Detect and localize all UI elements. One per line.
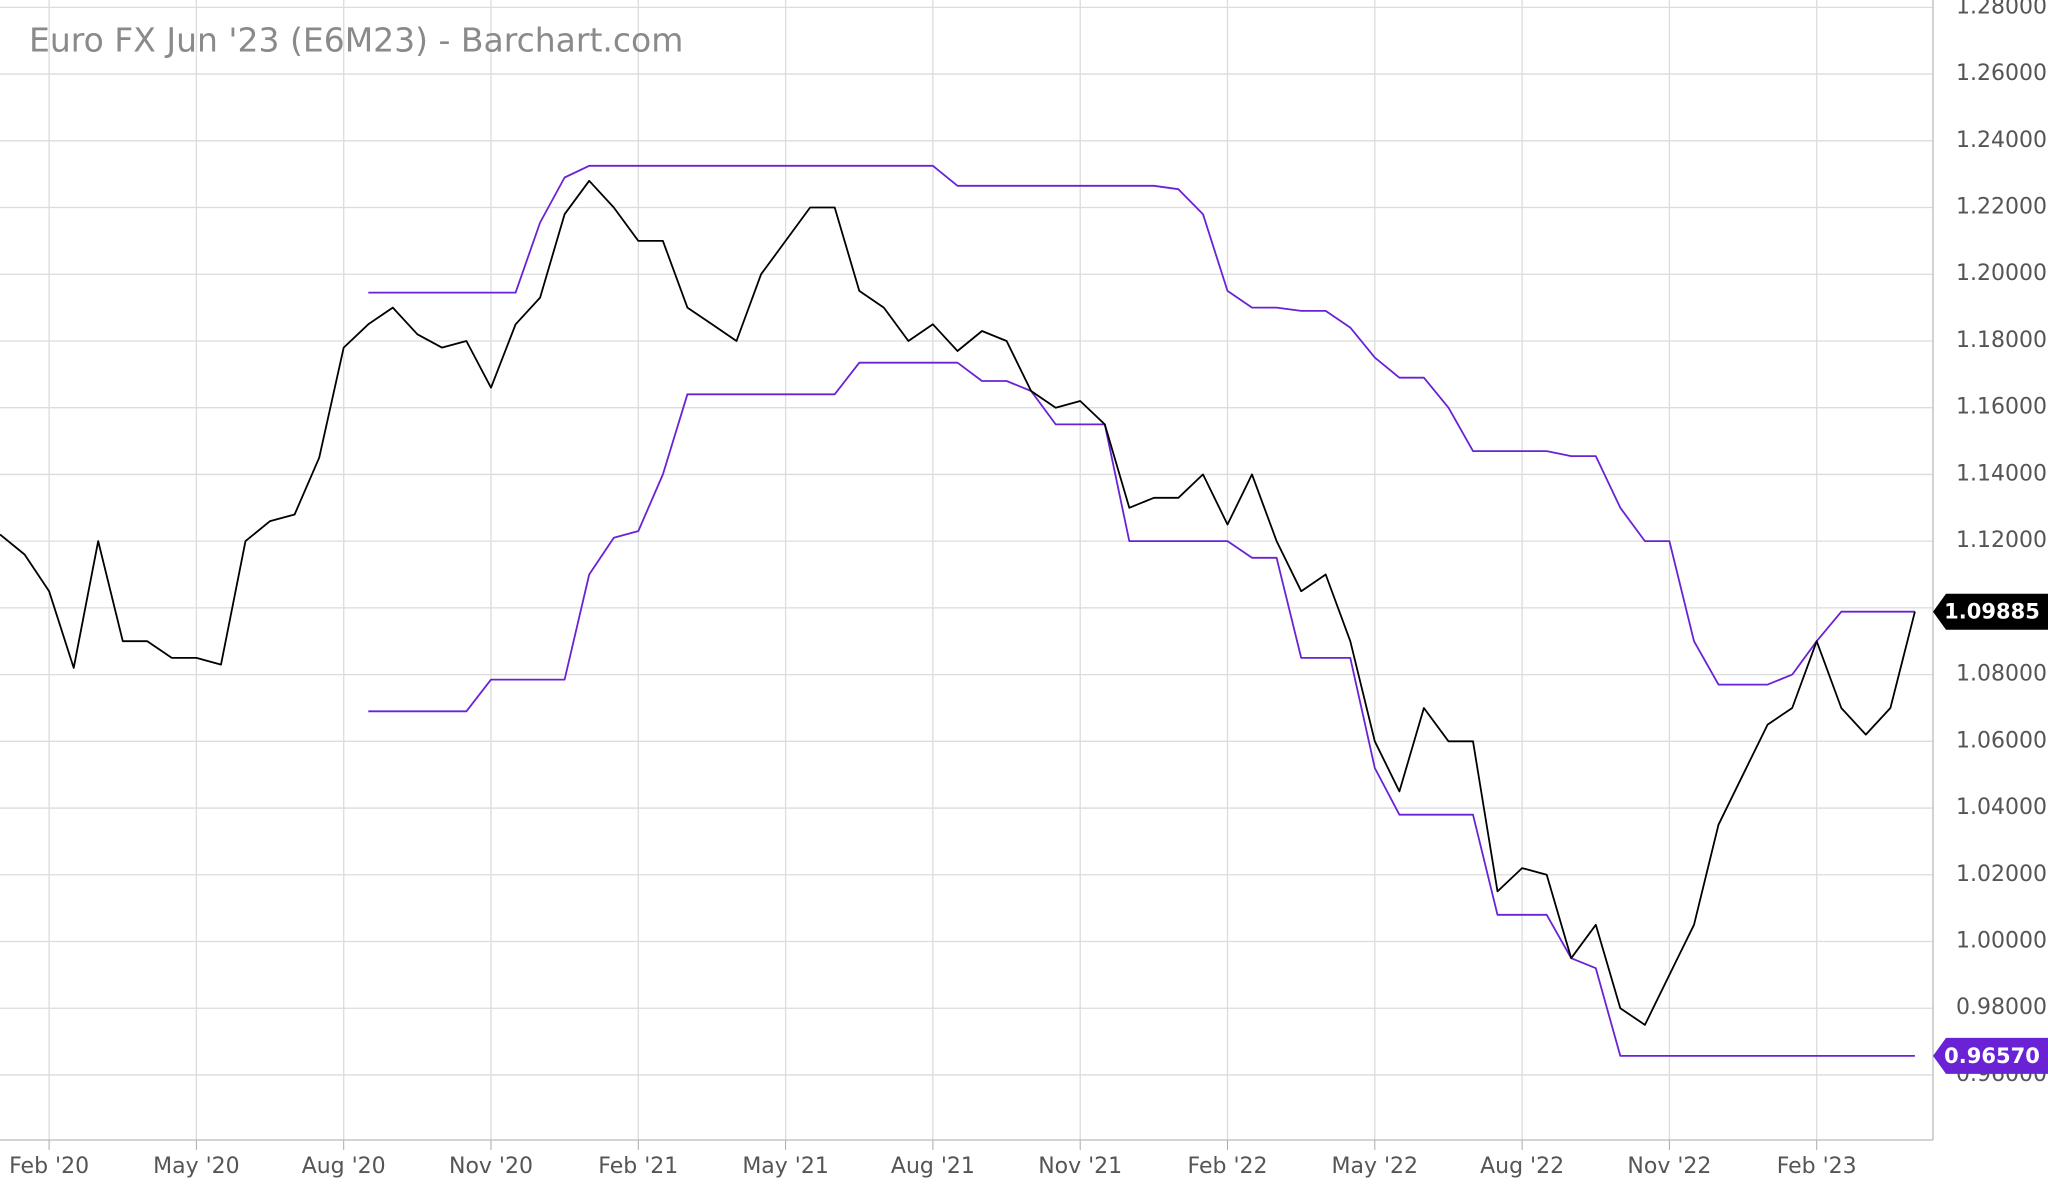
y-tick-label: 1.18000: [1956, 328, 2047, 353]
y-tick-label: 1.00000: [1956, 928, 2047, 953]
value-badge: [1933, 1037, 2048, 1074]
y-tick-label: 1.24000: [1956, 128, 2047, 153]
price-line: [0, 179, 1916, 1026]
x-tick-label: Feb '23: [1777, 1154, 1857, 1179]
grid: [0, 0, 1934, 1150]
x-tick-label: Nov '22: [1627, 1154, 1711, 1179]
y-tick-label: 1.02000: [1956, 862, 2047, 887]
y-tick-label: 1.12000: [1956, 528, 2047, 553]
y-tick-label: 1.16000: [1956, 395, 2047, 420]
x-tick-label: Aug '20: [302, 1154, 386, 1179]
x-tick-label: Feb '22: [1188, 1154, 1268, 1179]
x-tick-label: Aug '22: [1480, 1154, 1564, 1179]
y-tick-label: 1.14000: [1956, 461, 2047, 486]
x-tick-label: Aug '21: [891, 1154, 975, 1179]
x-tick-label: Nov '20: [449, 1154, 533, 1179]
y-tick-label: 1.06000: [1956, 728, 2047, 753]
value-badge: [1933, 593, 2048, 630]
x-tick-label: May '22: [1332, 1154, 1419, 1179]
x-tick-label: May '21: [742, 1154, 829, 1179]
y-tick-label: 1.04000: [1956, 795, 2047, 820]
x-tick-label: May '20: [153, 1154, 240, 1179]
y-tick-label: 0.98000: [1956, 995, 2047, 1020]
y-tick-label: 1.28000: [1956, 0, 2047, 19]
y-tick-label: 1.20000: [1956, 261, 2047, 286]
y-tick-label: 1.22000: [1956, 195, 2047, 220]
x-tick-label: Feb '20: [9, 1154, 89, 1179]
x-tick-label: Nov '21: [1038, 1154, 1122, 1179]
x-tick-label: Feb '21: [598, 1154, 678, 1179]
y-tick-label: 1.26000: [1956, 61, 2047, 86]
value-badge-label: 0.96570: [1944, 1044, 2040, 1068]
channel-line: [368, 361, 1915, 1057]
y-tick-label: 1.08000: [1956, 662, 2047, 687]
chart-title: Euro FX Jun '23 (E6M23) - Barchart.com: [29, 21, 683, 60]
plot: [0, 164, 1916, 1057]
channel-line: [368, 164, 1915, 686]
value-badge-label: 1.09885: [1944, 600, 2040, 624]
